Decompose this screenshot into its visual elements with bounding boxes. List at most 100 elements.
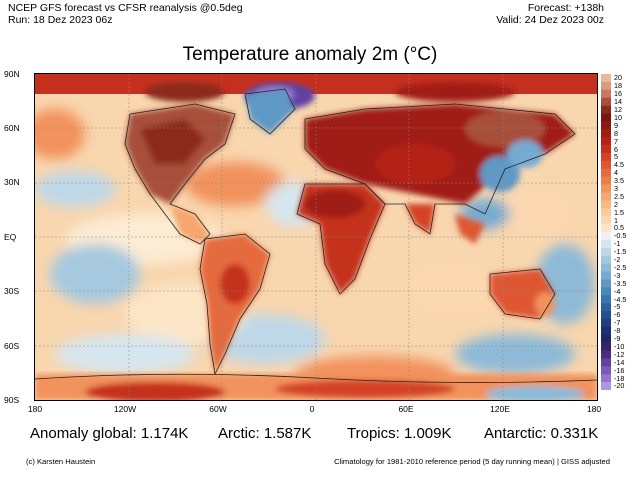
lat-tick-eq: EQ <box>4 232 17 242</box>
colorbar-swatch <box>601 366 611 375</box>
colorbar-swatch <box>601 232 611 241</box>
colorbar-label: -3 <box>614 270 621 280</box>
colorbar-label: -2.5 <box>614 262 627 272</box>
forecast-hour: Forecast: +138h <box>527 2 604 14</box>
colorbar-label: -6 <box>614 310 621 320</box>
colorbar-label: 5 <box>614 152 618 162</box>
colorbar-swatch <box>601 374 611 383</box>
lon-tick-120e: 120E <box>490 404 510 414</box>
stat-tropics: Tropics: 1.009K <box>347 425 452 442</box>
colorbar-swatch <box>601 145 611 154</box>
colorbar-swatch <box>601 160 611 170</box>
map-title: Temperature anomaly 2m (°C) <box>182 44 438 65</box>
colorbar-label: -4.5 <box>614 294 627 304</box>
colorbar-swatch <box>601 342 611 351</box>
climatology-note: Climatology for 1981-2010 reference peri… <box>334 457 610 466</box>
model-description: NCEP GFS forecast vs CFSR reanalysis @0.… <box>8 2 243 14</box>
colorbar-label: -16 <box>614 365 625 375</box>
colorbar-label: 3.5 <box>614 176 624 185</box>
stat-antarctic: Antarctic: 0.331K <box>484 425 599 442</box>
lat-tick-60n: 60N <box>4 123 20 133</box>
colorbar-label: -20 <box>614 381 625 391</box>
colorbar-swatch <box>601 334 611 343</box>
colorbar-swatch <box>601 176 611 185</box>
run-info: NCEP GFS forecast vs CFSR reanalysis @0.… <box>8 2 243 26</box>
colorbar-label: -12 <box>614 349 625 359</box>
lat-tick-30s: 30S <box>4 286 20 296</box>
lon-tick-120w: 120W <box>113 404 137 414</box>
colorbar-swatch <box>601 105 611 114</box>
lon-tick-0: 0 <box>309 404 315 414</box>
colorbar-label: 4.5 <box>614 160 624 170</box>
colorbar-label: 9 <box>614 120 618 130</box>
colorbar-label: -5 <box>614 302 621 312</box>
colorbar-swatch <box>601 279 611 288</box>
anomaly-map <box>34 73 598 401</box>
colorbar-label: -2 <box>614 255 621 265</box>
colorbar-swatch <box>601 192 611 201</box>
colorbar-label: -0.5 <box>614 231 627 241</box>
colorbar-swatch <box>601 97 611 106</box>
colorbar-swatch <box>601 208 611 217</box>
colorbar-label: 3 <box>614 184 618 193</box>
colorbar-swatch <box>601 137 611 146</box>
colorbar-swatch <box>601 153 611 162</box>
colorbar-swatch <box>601 263 611 272</box>
colorbar-label: -8 <box>614 326 621 336</box>
colorbar-label: 8 <box>614 128 618 138</box>
colorbar-swatch <box>601 255 611 264</box>
colorbar-label: 14 <box>614 97 622 107</box>
colorbar-swatch <box>601 326 611 335</box>
forecast-info: Forecast: +138h Valid: 24 Dez 2023 00z <box>496 2 604 26</box>
stat-global: Anomaly global: 1.174K <box>30 425 189 442</box>
lon-tick-60w: 60W <box>209 404 227 414</box>
colorbar-label: 20 <box>614 73 622 83</box>
colorbar-swatch <box>601 271 611 280</box>
colorbar-label: 2.5 <box>614 191 624 201</box>
colorbar-label: 4 <box>614 168 618 178</box>
colorbar-swatch <box>601 216 611 225</box>
colorbar-swatch <box>601 287 611 296</box>
colorbar-swatch <box>601 247 611 256</box>
colorbar-label: 18 <box>614 81 622 91</box>
colorbar-label: -18 <box>614 373 625 383</box>
lat-tick-90n: 90N <box>4 69 20 79</box>
lon-tick-180w: 180 <box>27 404 43 414</box>
colorbar-label: -4 <box>614 286 621 296</box>
lat-tick-60s: 60S <box>4 341 20 351</box>
valid-time: Valid: 24 Dez 2023 00z <box>496 14 604 26</box>
colorbar-swatch <box>601 239 611 249</box>
colorbar-label: 10 <box>614 112 622 122</box>
colorbar-swatch <box>601 121 611 130</box>
colorbar-label: 1.5 <box>614 207 624 217</box>
stat-arctic: Arctic: 1.587K <box>218 425 312 442</box>
colorbar-label: 0.5 <box>614 223 624 233</box>
colorbar-swatch <box>601 358 611 367</box>
colorbar-swatch <box>601 74 611 83</box>
colorbar-swatch <box>601 318 611 328</box>
colorbar-label: 1 <box>614 215 618 225</box>
colorbar-label: -10 <box>614 341 625 351</box>
colorbar-swatch <box>601 295 611 304</box>
colorbar-label: -3.5 <box>614 278 627 288</box>
colorbar-swatch <box>601 129 611 138</box>
colorbar-label: 16 <box>614 89 622 99</box>
colorbar-swatch <box>601 81 611 91</box>
colorbar-label: -1.5 <box>614 247 627 257</box>
colorbar-swatch <box>601 382 611 390</box>
colorbar-label: -14 <box>614 357 625 367</box>
colorbar-swatch <box>601 168 611 177</box>
colorbar-label: 2 <box>614 199 618 209</box>
lat-tick-30n: 30N <box>4 177 20 187</box>
colorbar-swatch <box>601 89 611 98</box>
copyright: (c) Karsten Haustein <box>26 457 96 466</box>
colorbar-swatch <box>601 113 611 122</box>
run-time: Run: 18 Dez 2023 06z <box>8 14 113 26</box>
lat-tick-90s: 90S <box>4 395 20 405</box>
colorbar-label: -7 <box>614 318 621 328</box>
colorbar-label: -9 <box>614 334 621 343</box>
colorbar-swatch <box>601 350 611 359</box>
colorbar-swatch <box>601 184 611 193</box>
colorbar-label: 6 <box>614 144 618 154</box>
colorbar-label: 12 <box>614 105 622 114</box>
